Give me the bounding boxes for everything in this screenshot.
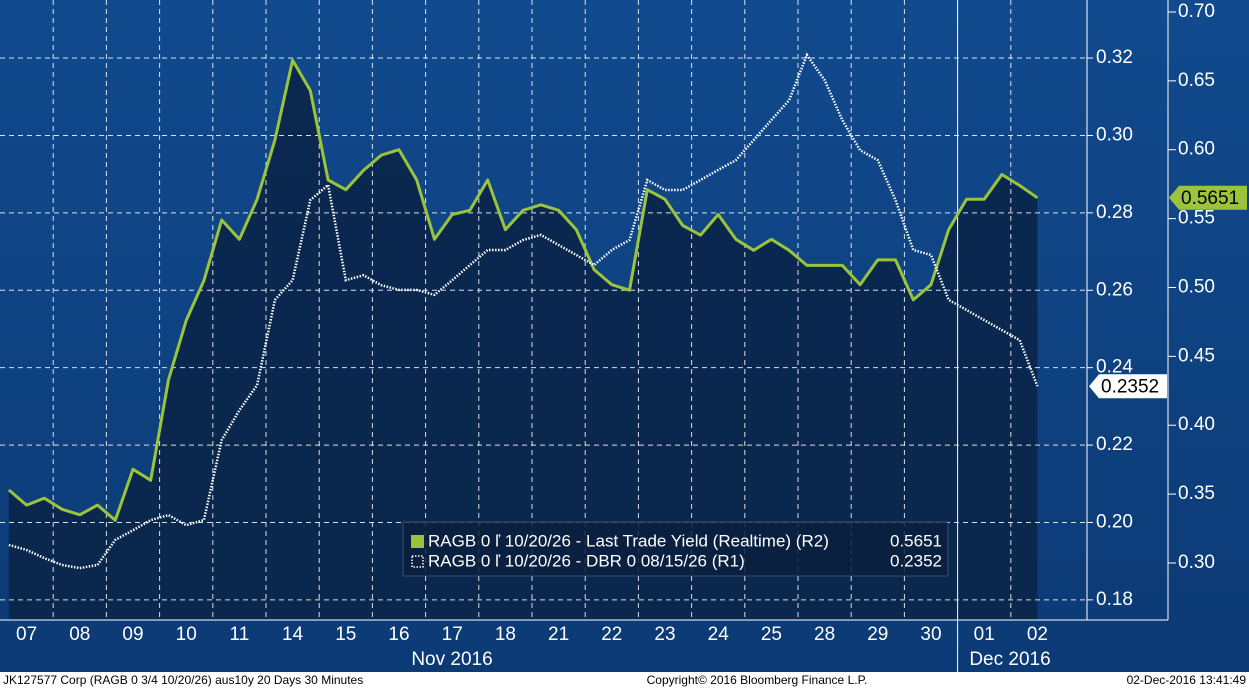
value-tag-label: 0.2352 xyxy=(1101,376,1159,397)
legend-label: RAGB 0 ľ 10/20/26 - DBR 0 08/15/26 (R1) xyxy=(428,551,745,570)
x-tick-label: 25 xyxy=(761,624,782,645)
footer-right: 02-Dec-2016 13:41:49 xyxy=(1127,673,1247,687)
x-tick-label: 24 xyxy=(708,624,730,645)
x-tick-label: 29 xyxy=(867,624,888,645)
y2-tick-label: 0.70 xyxy=(1178,1,1215,22)
x-tick-label: 22 xyxy=(601,624,622,645)
x-tick-label: 23 xyxy=(654,624,675,645)
y-tick-label: 0.24 xyxy=(1096,357,1133,378)
legend-swatch xyxy=(411,535,424,548)
legend-box xyxy=(402,521,949,577)
y-tick-label: 0.20 xyxy=(1096,511,1133,532)
x-tick-label: 07 xyxy=(16,624,37,645)
y2-tick-label: 0.35 xyxy=(1178,483,1215,504)
line xyxy=(8,52,1039,570)
x-tick-label: 30 xyxy=(920,624,941,645)
x-tick-label: 11 xyxy=(230,624,250,645)
line xyxy=(7,58,1039,522)
x-tick-label: 08 xyxy=(69,624,90,645)
footer-bar xyxy=(0,672,1249,690)
y2-tick-label: 0.30 xyxy=(1178,552,1215,573)
x-tick-label: 16 xyxy=(388,624,409,645)
y-tick-label: 0.22 xyxy=(1096,434,1133,455)
y-tick-label: 0.30 xyxy=(1096,124,1133,145)
x-tick-label: 10 xyxy=(176,624,197,645)
x-tick-label: 14 xyxy=(282,624,304,645)
y2-tick-label: 0.65 xyxy=(1178,70,1215,91)
footer-left: JK127577 Corp (RAGB 0 3/4 10/20/26) aus1… xyxy=(3,673,363,687)
y-tick-label: 0.26 xyxy=(1096,279,1133,300)
x-tick-label: 02 xyxy=(1027,624,1048,645)
x-tick-label: 15 xyxy=(335,624,356,645)
y-tick-label: 0.28 xyxy=(1096,202,1133,223)
value-tag xyxy=(1169,185,1247,210)
legend-value: 0.5651 xyxy=(890,531,942,550)
x-group-label: Nov 2016 xyxy=(411,649,492,670)
x-tick-label: 21 xyxy=(548,624,569,645)
y2-tick-label: 0.45 xyxy=(1178,345,1215,366)
y2-tick-label: 0.40 xyxy=(1178,414,1215,435)
legend-swatch xyxy=(411,555,424,568)
x-tick-label: 28 xyxy=(814,624,835,645)
x-group-label: Dec 2016 xyxy=(969,649,1050,670)
x-tick-label: 09 xyxy=(122,624,143,645)
value-tag-label: 0.5651 xyxy=(1181,188,1239,209)
x-tick-label: 18 xyxy=(495,624,516,645)
y2-tick-label: 0.60 xyxy=(1178,139,1215,160)
y-tick-label: 0.18 xyxy=(1096,589,1133,610)
y2-tick-label: 0.50 xyxy=(1178,276,1215,297)
value-tag xyxy=(1089,374,1167,399)
legend-value: 0.2352 xyxy=(890,551,942,570)
legend-label: RAGB 0 ľ 10/20/26 - Last Trade Yield (Re… xyxy=(428,531,829,550)
y-tick-label: 0.32 xyxy=(1096,47,1133,68)
footer-center: Copyright© 2016 Bloomberg Finance L.P. xyxy=(647,673,868,687)
x-tick-label: 17 xyxy=(442,624,463,645)
x-tick-label: 01 xyxy=(974,624,995,645)
y2-tick-label: 0.55 xyxy=(1178,208,1215,229)
